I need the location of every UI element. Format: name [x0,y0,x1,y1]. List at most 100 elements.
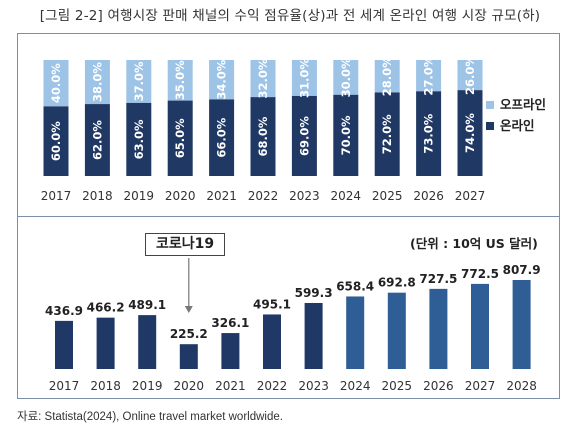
bottom-year-label-2026: 2026 [423,379,454,393]
online-bar-2025 [374,92,400,176]
legend-offline-swatch [486,100,494,109]
market-bar-2023 [304,302,323,369]
offline-value-label-2019: 37.0% [132,61,146,101]
online-value-label-2024: 70.0% [339,115,353,155]
market-value-label-2017: 436.9 [45,304,83,318]
offline-value-label-2020: 35.0% [173,60,187,100]
online-bar-2020 [167,100,193,176]
figure-title: [그림 2-2] 여행시장 판매 채널의 수익 점유율(상)과 전 세계 온라인… [39,8,541,24]
bottom-year-label-2018: 2018 [90,379,121,393]
online-bar-2019 [126,102,152,176]
offline-bar-2026 [416,60,442,92]
online-value-label-2027: 74.0% [463,113,477,153]
bottom-year-label-2022: 2022 [257,379,288,393]
market-bar-2017 [55,320,73,369]
bottom-year-label-2024: 2024 [340,379,371,393]
online-value-label-2020: 65.0% [173,118,187,158]
online-bar-2024 [333,94,359,176]
top-year-label-2019: 2019 [124,189,155,203]
legend-online: 온라인 [486,115,535,134]
offline-bar-2021 [209,60,235,100]
market-value-label-2027: 772.5 [461,267,499,281]
market-value-label-2020: 225.2 [170,327,208,341]
offline-value-label-2018: 38.0% [90,62,104,102]
offline-bar-2017 [43,60,69,107]
offline-value-label-2026: 27.0% [422,55,436,95]
offline-bar-2018 [84,60,110,105]
online-bar-2018 [84,104,110,176]
offline-value-label-2017: 40.0% [49,63,63,103]
top-year-label-2027: 2027 [455,189,486,203]
bottom-year-label-2025: 2025 [382,379,413,393]
online-bar-2021 [209,99,235,176]
online-bar-2022 [250,97,276,176]
offline-value-label-2025: 28.0% [380,56,394,96]
market-bar-2027 [471,283,489,369]
bottom-year-label-2017: 2017 [49,379,80,393]
market-bar-2024 [346,296,365,369]
bottom-year-label-2019: 2019 [132,379,163,393]
top-year-label-2021: 2021 [206,189,237,203]
offline-value-label-2022: 32.0% [256,58,270,98]
panel-divider [17,216,560,217]
bottom-year-label-2023: 2023 [298,379,329,393]
market-value-label-2025: 692.8 [378,276,416,290]
online-bar-2027 [457,90,483,176]
online-value-label-2019: 63.0% [132,119,146,159]
legend-offline: 오프라인 [486,94,546,113]
market-bar-2025 [387,292,406,369]
covid-annotation: 코로나19 [145,233,225,256]
market-value-label-2023: 599.3 [295,286,333,300]
market-bar-2026 [429,288,448,369]
online-value-label-2018: 62.0% [90,120,104,160]
market-bar-2028 [512,280,531,369]
online-value-label-2025: 72.0% [380,114,394,154]
offline-bar-2027 [457,60,483,91]
online-bar-2023 [291,95,317,176]
market-bar-2020 [179,344,198,369]
offline-bar-2020 [167,60,193,101]
unit-label: (단위 : 10억 US 달러) [410,236,538,251]
legend-online-label: 온라인 [500,118,535,133]
offline-bar-2023 [291,60,317,96]
offline-value-label-2027: 26.0% [463,55,477,95]
top-year-label-2025: 2025 [372,189,403,203]
market-bar-2022 [263,314,281,369]
market-value-label-2026: 727.5 [419,272,457,286]
online-value-label-2026: 73.0% [422,113,436,153]
legend-online-swatch [486,121,494,130]
top-year-label-2022: 2022 [248,189,279,203]
offline-value-label-2023: 31.0% [297,58,311,98]
market-value-label-2019: 489.1 [128,298,166,312]
market-value-label-2024: 658.4 [336,279,374,293]
bottom-year-label-2027: 2027 [465,379,496,393]
market-bar-2018 [96,317,115,369]
top-year-label-2017: 2017 [41,189,72,203]
market-bar-2019 [138,315,157,369]
source-note: 자료: Statista(2024), Online travel market… [17,411,283,423]
offline-bar-2024 [333,60,359,95]
online-bar-2026 [416,91,442,176]
market-value-label-2021: 326.1 [211,316,249,330]
bottom-year-label-2028: 2028 [506,379,537,393]
bottom-year-label-2020: 2020 [174,379,205,393]
annotation-arrow-head [184,306,193,313]
top-year-label-2026: 2026 [413,189,444,203]
market-value-label-2028: 807.9 [503,263,541,277]
online-value-label-2022: 68.0% [256,116,270,156]
offline-value-label-2021: 34.0% [215,59,229,99]
bottom-year-label-2021: 2021 [215,379,246,393]
top-year-label-2024: 2024 [331,189,362,203]
offline-bar-2022 [250,60,276,98]
market-value-label-2022: 495.1 [253,297,291,311]
offline-bar-2019 [126,60,152,103]
offline-bar-2025 [374,60,400,93]
market-bar-2021 [221,333,240,369]
legend-offline-label: 오프라인 [500,97,547,112]
online-bar-2017 [43,106,69,176]
online-value-label-2021: 66.0% [215,117,229,157]
top-year-label-2020: 2020 [165,189,196,203]
online-value-label-2023: 69.0% [297,116,311,156]
top-year-label-2018: 2018 [82,189,113,203]
